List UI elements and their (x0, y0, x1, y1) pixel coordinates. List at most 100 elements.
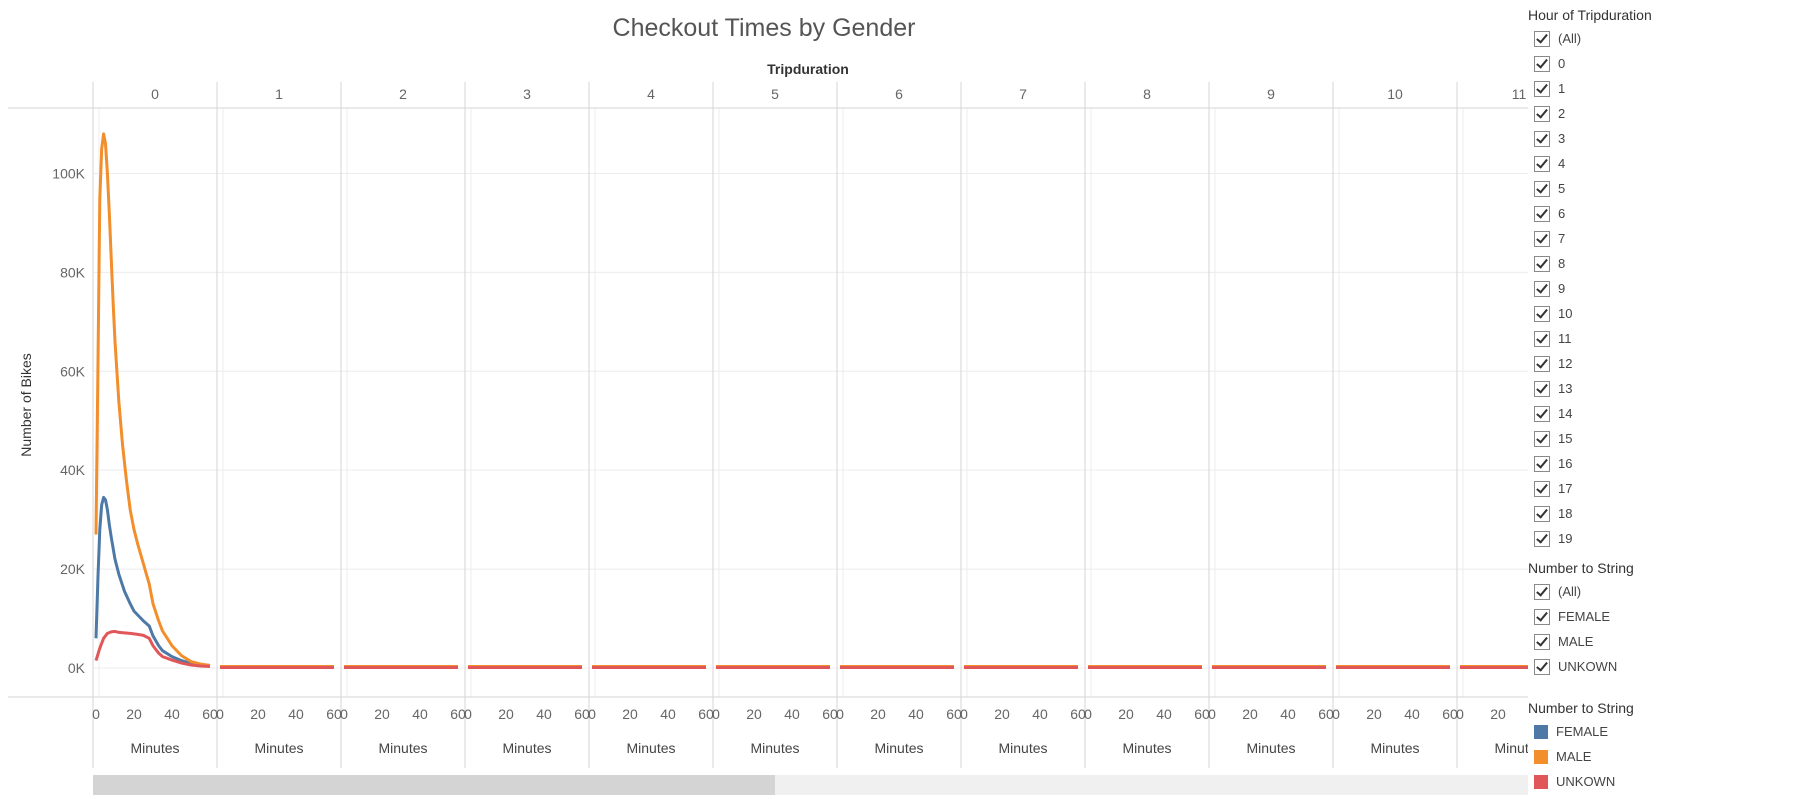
x-tick-label: 60 (574, 706, 590, 722)
hour-filter-option[interactable]: 12 (1528, 351, 1798, 376)
checkbox-icon[interactable] (1534, 55, 1550, 72)
hour-filter-option-label: 15 (1558, 431, 1573, 446)
panel-header-label: 8 (1143, 86, 1151, 102)
x-tick-label: 0 (588, 706, 596, 722)
checkbox-icon[interactable] (1534, 330, 1550, 347)
hour-filter-option-label: 1 (1558, 81, 1566, 96)
legend-item[interactable]: UNKOWN (1528, 769, 1798, 794)
gender-filter-option[interactable]: MALE (1528, 629, 1798, 654)
y-tick-label: 20K (60, 561, 86, 577)
hour-filter-option[interactable]: 19 (1528, 526, 1798, 551)
x-tick-label: 40 (660, 706, 676, 722)
checkbox-icon[interactable] (1534, 80, 1550, 97)
gender-filter-option[interactable]: UNKOWN (1528, 654, 1798, 679)
hour-filter-option[interactable]: 2 (1528, 101, 1798, 126)
hour-filter-option[interactable]: 18 (1528, 501, 1798, 526)
hour-filter-list[interactable]: (All) 0 1 2 3 4 5 6 7 8 9 10 11 12 13 14 15 16 17 18 19 (1528, 26, 1798, 555)
panel-header-label: 5 (771, 86, 779, 102)
checkbox-icon[interactable] (1534, 505, 1550, 522)
legend-list: FEMALE MALE UNKOWN (1528, 719, 1798, 794)
x-tick-label: 40 (164, 706, 180, 722)
legend-item[interactable]: MALE (1528, 744, 1798, 769)
x-tick-label: 0 (1208, 706, 1216, 722)
legend-swatch (1534, 749, 1548, 764)
hour-filter-option-label: 0 (1558, 56, 1566, 71)
checkbox-icon[interactable] (1534, 405, 1550, 422)
hour-filter-option[interactable]: 3 (1528, 126, 1798, 151)
hour-filter-option-label: 7 (1558, 231, 1566, 246)
horizontal-scrollbar-thumb[interactable] (93, 775, 775, 795)
legend-item[interactable]: FEMALE (1528, 719, 1798, 744)
checkbox-icon[interactable] (1534, 380, 1550, 397)
hour-filter-option[interactable]: 6 (1528, 201, 1798, 226)
checkbox-icon[interactable] (1534, 280, 1550, 297)
hour-filter-option-label: 12 (1558, 356, 1573, 371)
gender-filter-option[interactable]: (All) (1528, 579, 1798, 604)
y-tick-label: 40K (60, 462, 86, 478)
checkbox-icon[interactable] (1534, 658, 1550, 675)
checkbox-icon[interactable] (1534, 230, 1550, 247)
checkbox-icon[interactable] (1534, 255, 1550, 272)
x-tick-label: 60 (946, 706, 962, 722)
hour-filter-option[interactable]: 5 (1528, 176, 1798, 201)
hour-filter-option[interactable]: 13 (1528, 376, 1798, 401)
hour-filter-option[interactable]: 0 (1528, 51, 1798, 76)
x-axis-label: Minutes (254, 740, 303, 756)
checkbox-icon[interactable] (1534, 608, 1550, 625)
legend-swatch (1534, 774, 1548, 789)
hour-filter-option[interactable]: 10 (1528, 301, 1798, 326)
x-axis-label: Minutes (1494, 740, 1528, 756)
checkbox-icon[interactable] (1534, 180, 1550, 197)
checkbox-icon[interactable] (1534, 30, 1550, 47)
gender-filter-option[interactable]: FEMALE (1528, 604, 1798, 629)
checkbox-icon[interactable] (1534, 305, 1550, 322)
hour-filter-option[interactable]: 15 (1528, 426, 1798, 451)
x-tick-label: 60 (1442, 706, 1458, 722)
legend-label: FEMALE (1556, 724, 1609, 739)
x-tick-label: 0 (340, 706, 348, 722)
checkbox-icon[interactable] (1534, 480, 1550, 497)
checkbox-icon[interactable] (1534, 583, 1550, 600)
hour-filter-option[interactable]: 14 (1528, 401, 1798, 426)
panel-header-label: 4 (647, 86, 655, 102)
x-tick-label: 60 (822, 706, 838, 722)
hour-filter-option[interactable]: 8 (1528, 251, 1798, 276)
checkbox-icon[interactable] (1534, 205, 1550, 222)
hour-filter-option[interactable]: 9 (1528, 276, 1798, 301)
x-tick-label: 40 (1032, 706, 1048, 722)
series-line-male[interactable] (94, 132, 211, 668)
hour-filter-option[interactable]: (All) (1528, 26, 1798, 51)
hour-filter-option-label: 4 (1558, 156, 1566, 171)
checkbox-icon[interactable] (1534, 530, 1550, 547)
hour-filter-option[interactable]: 11 (1528, 326, 1798, 351)
x-tick-label: 20 (1242, 706, 1258, 722)
panel-header-label: 2 (399, 86, 407, 102)
hour-filter-option[interactable]: 1 (1528, 76, 1798, 101)
hour-filter: Hour of Tripduration (All) 0 1 2 3 4 5 6 7 8 9 10 11… (1528, 4, 1798, 555)
x-tick-label: 40 (1404, 706, 1420, 722)
checkbox-icon[interactable] (1534, 130, 1550, 147)
series-line-female[interactable] (94, 495, 211, 668)
checkbox-icon[interactable] (1534, 155, 1550, 172)
checkbox-icon[interactable] (1534, 105, 1550, 122)
x-tick-label: 20 (1490, 706, 1506, 722)
series-line-unkown[interactable] (94, 629, 211, 669)
checkbox-icon[interactable] (1534, 455, 1550, 472)
x-axis-label: Minutes (1370, 740, 1419, 756)
hour-filter-option[interactable]: 4 (1528, 151, 1798, 176)
hour-filter-option[interactable]: 17 (1528, 476, 1798, 501)
checkbox-icon[interactable] (1534, 355, 1550, 372)
hour-filter-option-label: 5 (1558, 181, 1566, 196)
checkbox-icon[interactable] (1534, 633, 1550, 650)
x-tick-label: 20 (1366, 706, 1382, 722)
gender-filter-list[interactable]: (All) FEMALE MALE UNKOWN (1528, 579, 1798, 679)
hour-filter-option[interactable]: 7 (1528, 226, 1798, 251)
legend-label: UNKOWN (1556, 774, 1616, 789)
hour-filter-title: Hour of Tripduration (1528, 7, 1652, 23)
panel-header-label: 1 (275, 86, 283, 102)
hour-filter-option[interactable]: 16 (1528, 451, 1798, 476)
gender-filter-option-label: MALE (1558, 634, 1594, 649)
checkbox-icon[interactable] (1534, 430, 1550, 447)
x-tick-label: 60 (1194, 706, 1210, 722)
x-tick-label: 0 (216, 706, 224, 722)
